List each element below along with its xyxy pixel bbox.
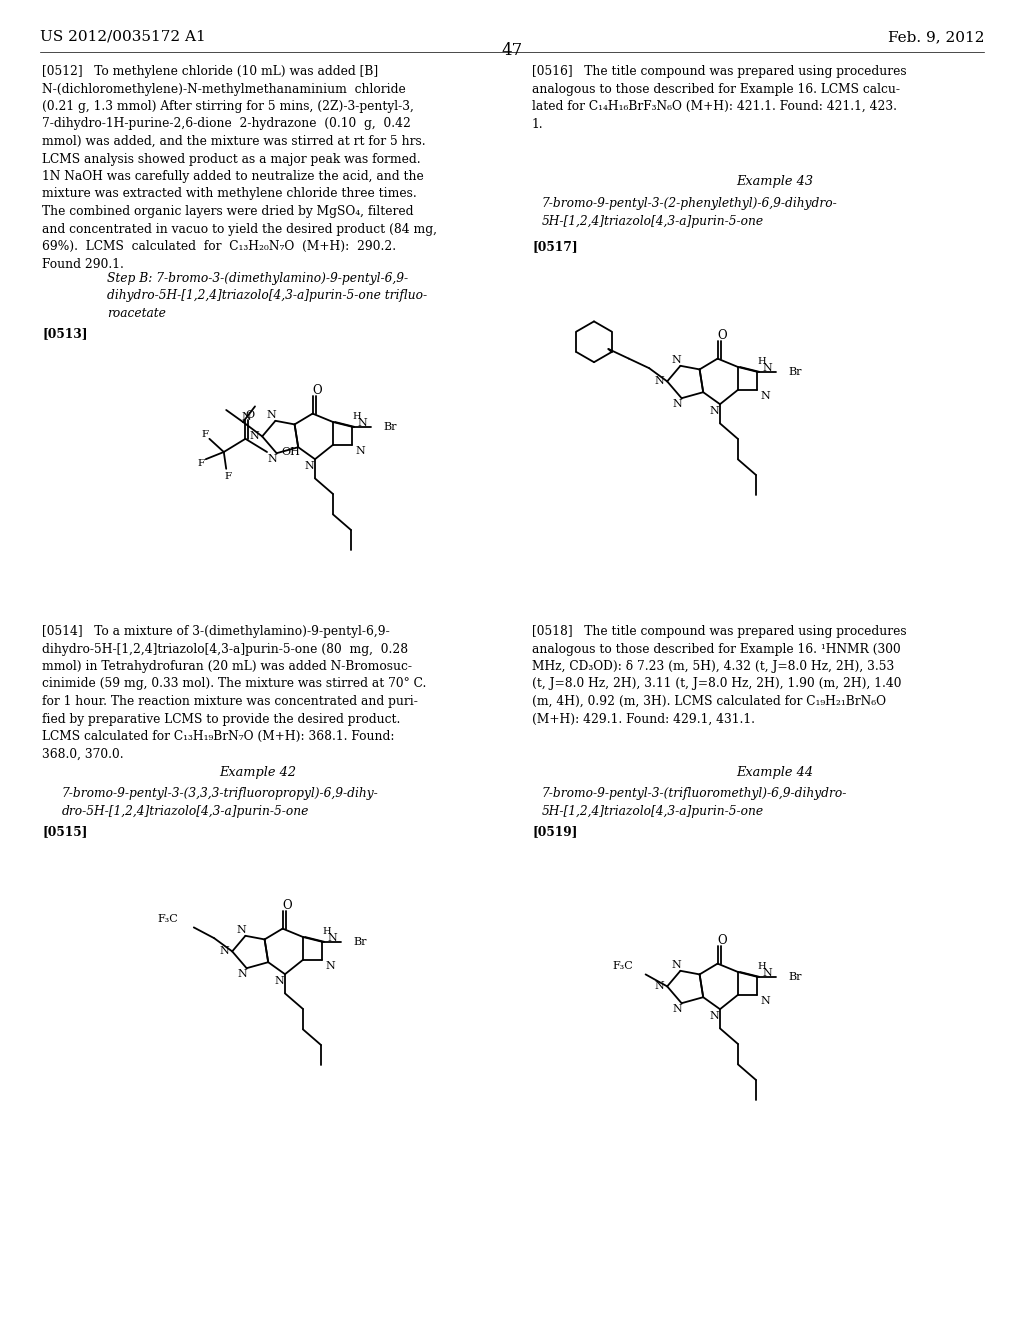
Text: N: N xyxy=(357,418,367,428)
Text: [0514]   To a mixture of 3-(dimethylamino)-9-pentyl-6,9-
dihydro-5H-[1,2,4]triaz: [0514] To a mixture of 3-(dimethylamino)… xyxy=(42,624,426,760)
Text: F: F xyxy=(198,459,205,467)
Text: N: N xyxy=(328,933,337,942)
Text: O: O xyxy=(246,409,255,420)
Text: H: H xyxy=(353,412,361,421)
Text: Step B: 7-bromo-3-(dimethylamino)-9-pentyl-6,9-
dihydro-5H-[1,2,4]triazolo[4,3-a: Step B: 7-bromo-3-(dimethylamino)-9-pent… xyxy=(106,272,427,319)
Text: O: O xyxy=(312,384,323,397)
Text: N: N xyxy=(266,409,276,420)
Text: Br: Br xyxy=(383,422,397,432)
Text: H: H xyxy=(323,927,332,936)
Text: N: N xyxy=(761,995,770,1006)
Text: [0515]: [0515] xyxy=(42,825,87,838)
Text: N: N xyxy=(673,1005,682,1014)
Text: 7-bromo-9-pentyl-3-(2-phenylethyl)-6,9-dihydro-
5H-[1,2,4]triazolo[4,3-a]purin-5: 7-bromo-9-pentyl-3-(2-phenylethyl)-6,9-d… xyxy=(542,197,838,227)
Text: N: N xyxy=(672,960,681,970)
Text: N: N xyxy=(710,407,719,416)
Text: 7-bromo-9-pentyl-3-(3,3,3-trifluoropropyl)-6,9-dihy-
dro-5H-[1,2,4]triazolo[4,3-: 7-bromo-9-pentyl-3-(3,3,3-trifluoropropy… xyxy=(62,787,379,817)
Text: [0513]: [0513] xyxy=(42,327,87,341)
Text: N: N xyxy=(249,432,259,441)
Text: N: N xyxy=(304,461,314,471)
Text: 47: 47 xyxy=(502,42,522,59)
Text: N: N xyxy=(654,981,665,991)
Text: F: F xyxy=(202,430,209,440)
Text: O: O xyxy=(283,899,293,912)
Text: US 2012/0035172 A1: US 2012/0035172 A1 xyxy=(40,30,206,44)
Text: N: N xyxy=(654,376,665,387)
Text: O: O xyxy=(718,935,727,948)
Text: N: N xyxy=(241,412,251,422)
Text: Br: Br xyxy=(353,937,367,946)
Text: Example 44: Example 44 xyxy=(736,766,813,779)
Text: [0516]   The title compound was prepared using procedures
analogous to those des: [0516] The title compound was prepared u… xyxy=(532,65,906,131)
Text: [0512]   To methylene chloride (10 mL) was added [B]
N-(dichloromethylene)-N-met: [0512] To methylene chloride (10 mL) was… xyxy=(42,65,437,271)
Text: F₃C: F₃C xyxy=(157,915,178,924)
Text: N: N xyxy=(673,399,682,409)
Text: N: N xyxy=(762,363,772,372)
Text: H: H xyxy=(758,962,767,972)
Text: N: N xyxy=(219,946,229,957)
Text: N: N xyxy=(274,977,284,986)
Text: [0517]: [0517] xyxy=(532,240,578,253)
Text: Example 42: Example 42 xyxy=(219,766,297,779)
Text: OH: OH xyxy=(281,447,300,457)
Text: N: N xyxy=(267,454,278,465)
Text: N: N xyxy=(761,391,770,401)
Text: O: O xyxy=(718,329,727,342)
Text: N: N xyxy=(355,446,366,455)
Text: N: N xyxy=(762,968,772,978)
Text: Br: Br xyxy=(788,367,802,376)
Text: F₃C: F₃C xyxy=(612,961,634,972)
Text: N: N xyxy=(672,355,681,364)
Text: Br: Br xyxy=(788,972,802,982)
Text: N: N xyxy=(710,1011,719,1022)
Text: N: N xyxy=(238,969,248,979)
Text: N: N xyxy=(237,925,247,935)
Text: [0518]   The title compound was prepared using procedures
analogous to those des: [0518] The title compound was prepared u… xyxy=(532,624,906,726)
Text: Example 43: Example 43 xyxy=(736,176,813,187)
Text: F: F xyxy=(224,473,231,482)
Text: Feb. 9, 2012: Feb. 9, 2012 xyxy=(888,30,984,44)
Text: H: H xyxy=(758,358,767,366)
Text: 7-bromo-9-pentyl-3-(trifluoromethyl)-6,9-dihydro-
5H-[1,2,4]triazolo[4,3-a]purin: 7-bromo-9-pentyl-3-(trifluoromethyl)-6,9… xyxy=(542,787,848,817)
Text: [0519]: [0519] xyxy=(532,825,578,838)
Text: N: N xyxy=(326,961,335,970)
